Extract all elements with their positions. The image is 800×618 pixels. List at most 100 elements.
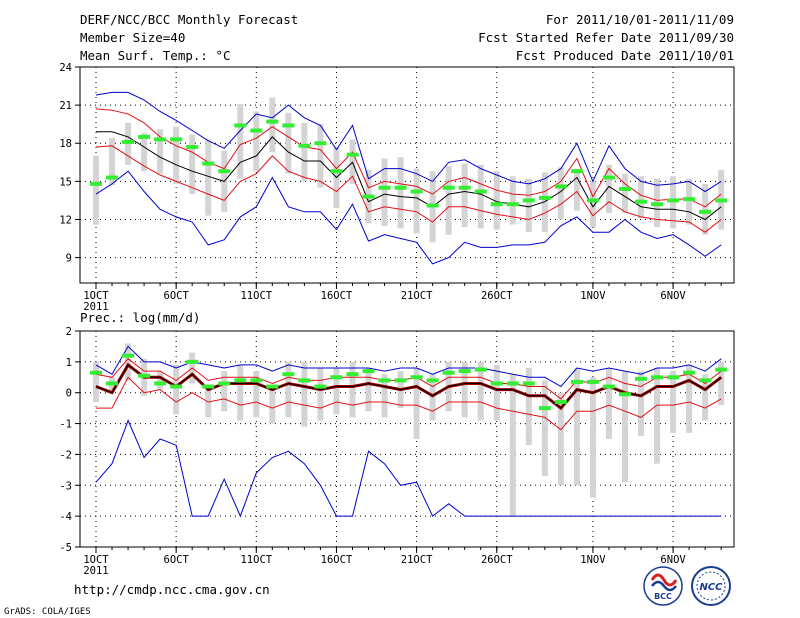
temp-spread-box (381, 158, 388, 226)
precip-spread-box (157, 371, 164, 390)
footer-url: http://cmdp.ncc.cma.gov.cn (74, 582, 270, 597)
precip-spread-box (285, 361, 292, 418)
precip-ytick-label: -2 (59, 449, 72, 461)
temp-spread-box (445, 166, 452, 235)
precip-xtick-label: 1NOV (580, 554, 606, 566)
temp-spread-box (638, 176, 645, 219)
temp-max-line (95, 91, 722, 193)
precip-spread-box (93, 361, 99, 402)
ncc-logo-text: NCC (699, 582, 723, 593)
precip-xtick-label: 1OCT (83, 554, 109, 566)
temperature-chart: 9 12 15 18 21 24 1OCT 6OCT 11OCT 16OCT 21OCT 26OCT 1… (59, 62, 735, 313)
bcc-logo-text: BCC (654, 592, 672, 601)
precip-min-line (95, 419, 722, 518)
precip-xtick-label: 6NOV (660, 554, 686, 566)
footer-grads: GrADS: COLA/IGES (4, 607, 91, 617)
temp-ytick-label: 18 (59, 138, 72, 150)
precip-spread-box (509, 374, 516, 517)
temp-spread-box (589, 181, 596, 228)
precip-spread-box (670, 371, 677, 433)
temp-year-label: 2011 (83, 301, 108, 313)
precip-spread-box (349, 361, 356, 418)
precip-upper-line (95, 358, 722, 400)
temp-spread-box (109, 138, 116, 186)
header-member-size: Member Size=40 (80, 30, 185, 45)
precip-spread-box (173, 364, 180, 415)
temp-ytick-label: 24 (59, 62, 72, 74)
precip-spread-box (317, 368, 324, 421)
temp-spread-box (301, 122, 308, 182)
temp-spread-box (461, 163, 468, 228)
temp-spread-box (173, 126, 180, 184)
precip-spread-box (221, 371, 228, 412)
temp-xtick-label: 1OCT (83, 290, 109, 302)
temp-spread-box (541, 172, 548, 233)
bcc-logo: BCC (643, 566, 683, 606)
temp-xtick-label: 21OCT (401, 290, 433, 302)
precip-ytick-label: -4 (59, 511, 72, 523)
temp-spread-box (189, 134, 196, 195)
precip-xtick-label: 21OCT (401, 554, 433, 566)
temp-spread-box (205, 139, 212, 216)
temp-spread-box (157, 129, 164, 174)
precip-spread-box (333, 368, 340, 415)
temp-spread-box (413, 168, 420, 234)
temp-upper-line (95, 108, 722, 208)
header-fcst-started: Fcst Started Refer Date 2011/09/30 (478, 30, 734, 45)
precip-ytick-label: 1 (66, 357, 72, 369)
precip-spread-box (461, 361, 468, 418)
temp-spread-box (141, 133, 148, 172)
temp-spread-box (237, 103, 244, 179)
header-title: DERF/NCC/BCC Monthly Forecast (80, 12, 298, 27)
temp-min-line (95, 170, 722, 265)
temp-xtick-label: 6OCT (164, 290, 190, 302)
precip-spread-box (125, 343, 132, 381)
precip-spread-box (654, 368, 661, 464)
precip-xtick-label: 6OCT (164, 554, 190, 566)
precip-spread-box (525, 368, 532, 446)
precip-spread-box (237, 364, 244, 421)
precip-spread-box (557, 392, 564, 486)
temp-ytick-label: 12 (59, 214, 72, 226)
temp-spread-box (525, 178, 532, 233)
precip-spread-box (638, 371, 645, 436)
precip-chart-title: Prec.: log(mm/d) (80, 310, 200, 325)
precip-spread-box (621, 371, 628, 483)
temp-spread-box (573, 168, 580, 211)
temp-spread-box (317, 124, 324, 188)
precip-frame (79, 330, 735, 548)
temp-xtick-label: 16OCT (321, 290, 353, 302)
precip-ytick-label: -3 (59, 480, 72, 492)
temp-spread-box (605, 164, 612, 214)
temp-spread-box (702, 183, 709, 235)
precip-xtick-label: 11OCT (240, 554, 272, 566)
precip-max-line (95, 345, 722, 388)
temp-mean-line (96, 131, 722, 221)
precip-lower-line (96, 376, 722, 431)
temp-xtick-label: 11OCT (240, 290, 272, 302)
precip-spread-box (605, 368, 612, 439)
precip-ytick-label: -1 (59, 419, 72, 431)
precip-spread-box (381, 374, 388, 418)
precip-spread-box (253, 371, 260, 418)
temp-spread-box (621, 173, 628, 214)
header-variable: Mean Surf. Temp.: °C (80, 48, 231, 63)
precip-spread-box (686, 364, 693, 433)
temp-spread-box (509, 176, 516, 225)
temp-xtick-label: 6NOV (660, 290, 686, 302)
temp-ytick-label: 15 (59, 176, 72, 188)
temp-spread-box (397, 157, 404, 229)
precip-mean-line (95, 364, 722, 409)
temp-spread-box (93, 155, 99, 225)
header-fcst-produced: Fcst Produced Date 2011/10/01 (516, 48, 734, 63)
precip-xtick-label: 16OCT (321, 554, 353, 566)
temp-frame (79, 66, 735, 284)
precip-spread-box (413, 368, 420, 439)
temp-xtick-label: 1NOV (580, 290, 606, 302)
temp-ytick-label: 9 (66, 253, 72, 265)
precip-ytick-label: 2 (66, 326, 72, 338)
precip-ytick-label: -5 (59, 542, 72, 554)
precip-spread-box (301, 361, 308, 427)
precip-spread-box (269, 386, 276, 424)
